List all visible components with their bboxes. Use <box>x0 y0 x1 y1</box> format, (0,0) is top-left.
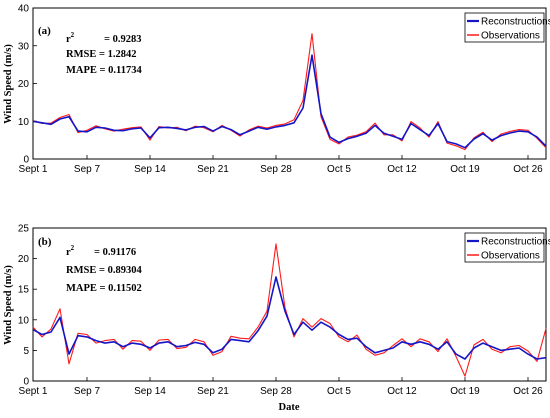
x-tick-label-b-8: Oct 26 <box>513 386 543 397</box>
legend-box-a <box>464 12 545 43</box>
y-tick-label-a-0: 0 <box>23 155 29 166</box>
y-tick-label-b-0: 0 <box>23 377 29 388</box>
y-ticks-a: 0 10 20 30 40 <box>18 4 37 166</box>
legend-label-reconstructions-b: Reconstructions <box>481 237 550 248</box>
series-line-reconstructions-b <box>32 276 547 360</box>
x-tick-label-b-4: Sep 28 <box>260 386 292 397</box>
plot-area-b <box>32 227 547 382</box>
stat-mape-a: MAPE = 0.11734 <box>66 65 142 76</box>
y-tick-label-a-4: 40 <box>18 4 30 15</box>
legend-label-observations-b: Observations <box>481 251 540 262</box>
x-tick-label-b-3: Sep 21 <box>197 386 229 397</box>
panel-a: 0 10 20 30 40 Sept 1 Sep 7 Sep 14 Sep 21 Sep 28 O… <box>3 4 550 176</box>
x-ticks-b: Sept 1 Sep 7 Sep 14 Sep 21 Sep 28 Oct 5 Oct 12… <box>19 377 543 397</box>
legend-b: Reconstructions Observations <box>464 232 550 263</box>
y-tick-label-b-5: 25 <box>18 224 30 235</box>
x-tick-label-b-5: Oct 5 <box>327 386 351 397</box>
x-tick-label-a-0: Sept 1 <box>19 164 48 175</box>
y-tick-label-b-1: 5 <box>23 346 29 357</box>
y-tick-label-a-1: 10 <box>18 117 30 128</box>
stat-rmse-b: RMSE = 0.89304 <box>66 265 142 276</box>
legend-box-b <box>464 232 545 263</box>
x-tick-label-a-6: Oct 12 <box>387 164 417 175</box>
y-tick-label-b-2: 10 <box>18 315 30 326</box>
x-tick-label-a-5: Oct 5 <box>327 164 351 175</box>
y-axis-label-a: Wind Speed (m/s) <box>3 44 14 124</box>
stats-box-a: r2 = 0.9283 RMSE = 1.2842 MAPE = 0.11734 <box>66 31 142 76</box>
y-tick-label-a-2: 20 <box>18 79 30 90</box>
stat-r2-b: r2 <box>66 244 75 258</box>
stat-r2-a: r2 <box>66 31 75 45</box>
series-lines-b <box>32 243 547 377</box>
x-tick-label-a-3: Sep 21 <box>197 164 229 175</box>
stats-box-b: r2 = 0.91176 RMSE = 0.89304 MAPE = 0.115… <box>66 244 142 294</box>
x-tick-label-a-7: Oct 19 <box>450 164 480 175</box>
stat-rmse-a: RMSE = 1.2842 <box>66 49 136 60</box>
x-tick-label-a-4: Sep 28 <box>260 164 292 175</box>
panel-b: 0 5 10 15 20 25 Sept 1 Sep 7 Sep 14 Sep 21 Sep 28… <box>3 224 550 414</box>
panel-label-a: (a) <box>38 25 51 37</box>
x-tick-label-b-6: Oct 12 <box>387 386 417 397</box>
series-lines-a <box>32 33 547 151</box>
y-axis-label-b: Wind Speed (m/s) <box>3 265 14 345</box>
y-tick-label-b-3: 15 <box>18 285 30 296</box>
plot-area-a <box>32 7 547 160</box>
stat-r2-value-b: = 0.91176 <box>94 247 136 258</box>
legend-label-reconstructions-a: Reconstructions <box>481 17 550 28</box>
x-tick-label-b-1: Sep 7 <box>74 386 101 397</box>
legend-label-observations-a: Observations <box>481 31 540 42</box>
x-tick-label-a-2: Sep 14 <box>134 164 166 175</box>
y-ticks-b: 0 5 10 15 20 25 <box>18 224 37 388</box>
x-tick-label-a-1: Sep 7 <box>74 164 101 175</box>
y-tick-label-b-4: 20 <box>18 254 30 265</box>
x-ticks-a: Sept 1 Sep 7 Sep 14 Sep 21 Sep 28 Oct 5 Oct 12… <box>19 155 543 175</box>
y-tick-label-a-3: 30 <box>18 41 30 52</box>
stat-mape-b: MAPE = 0.11502 <box>66 283 142 294</box>
x-tick-label-b-7: Oct 19 <box>450 386 480 397</box>
series-line-reconstructions-a <box>32 54 547 149</box>
x-tick-label-a-8: Oct 26 <box>513 164 543 175</box>
x-tick-label-b-0: Sept 1 <box>19 386 48 397</box>
panel-label-b: (b) <box>38 236 52 248</box>
legend-a: Reconstructions Observations <box>464 12 550 43</box>
stat-r2-value-a: = 0.9283 <box>104 34 141 45</box>
x-tick-label-b-2: Sep 14 <box>134 386 166 397</box>
x-axis-label-b: Date <box>279 402 300 413</box>
